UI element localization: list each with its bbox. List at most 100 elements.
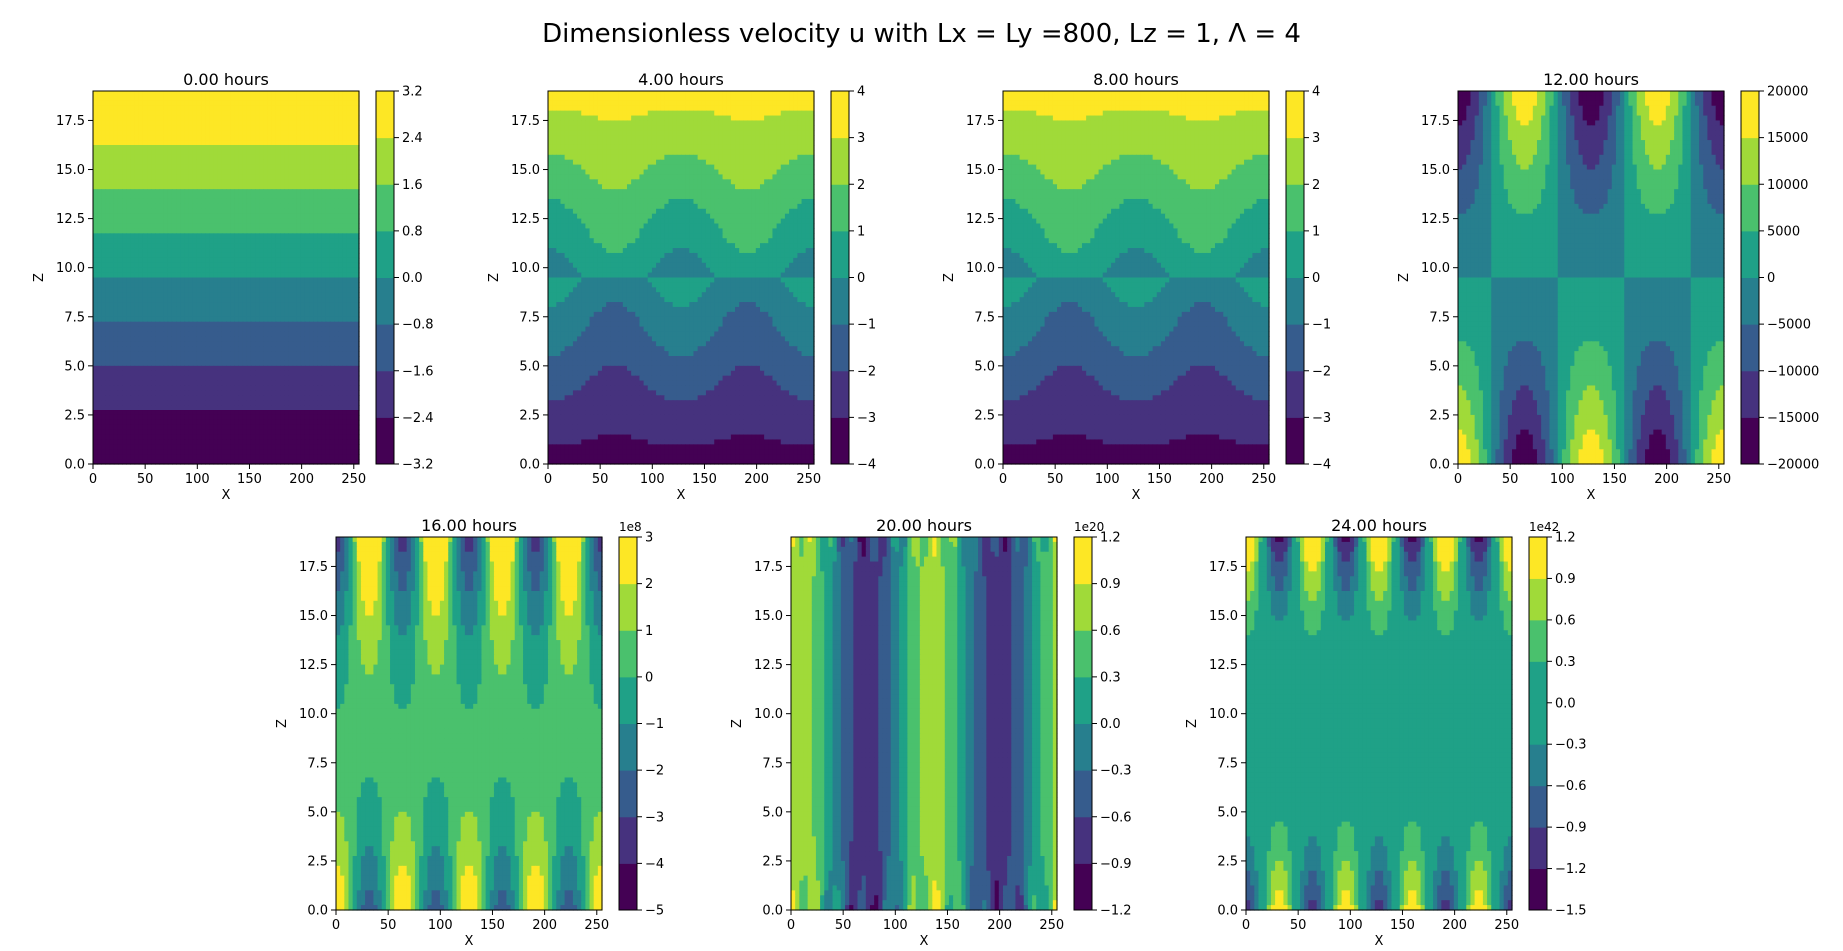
contour-cell: [168, 258, 173, 264]
contour-cell: [338, 155, 343, 161]
contour-cell: [172, 91, 177, 97]
contour-cell: [139, 263, 144, 269]
contour-cell: [214, 361, 219, 367]
contour-cell: [293, 297, 298, 303]
contour-cell: [105, 385, 110, 391]
contour-cell: [317, 331, 322, 337]
contour-cell: [326, 125, 331, 131]
contour-cell: [118, 263, 123, 269]
contour-cell: [272, 336, 277, 342]
contour-cell: [205, 400, 210, 406]
contour-cell: [326, 140, 331, 146]
contour-cell: [238, 91, 243, 97]
contour-cell: [230, 219, 235, 225]
contour-cell: [351, 263, 356, 269]
contour-cell: [160, 248, 165, 254]
contour-cell: [147, 165, 152, 171]
contour-cell: [189, 351, 194, 357]
contour-cell: [238, 317, 243, 323]
contour-cell: [226, 356, 231, 362]
contour-cell: [130, 415, 135, 421]
contour-plot-area: [93, 91, 360, 465]
contour-cell: [209, 317, 214, 323]
contour-cell: [301, 253, 306, 259]
contour-cell: [197, 228, 202, 234]
contour-cell: [184, 130, 189, 136]
contour-cell: [114, 233, 119, 239]
contour-cell: [247, 219, 252, 225]
contour-cell: [114, 351, 119, 357]
contour-cell: [101, 376, 106, 382]
contour-cell: [342, 224, 347, 230]
contour-cell: [342, 273, 347, 279]
contour-cell: [118, 371, 123, 377]
contour-cell: [135, 96, 140, 102]
contour-cell: [317, 381, 322, 387]
contour-cell: [176, 273, 181, 279]
contour-cell: [93, 101, 98, 107]
contour-cell: [164, 170, 169, 176]
contour-cell: [93, 287, 98, 293]
contour-cell: [122, 297, 127, 303]
contour-cell: [189, 194, 194, 200]
contour-cell: [334, 282, 339, 288]
contour-cell: [209, 120, 214, 126]
contour-cell: [313, 253, 318, 259]
contour-cell: [214, 312, 219, 318]
contour-cell: [268, 96, 273, 102]
contour-cell: [317, 361, 322, 367]
contour-cell: [255, 405, 260, 411]
contour-cell: [309, 116, 314, 122]
contour-cell: [180, 174, 185, 180]
contour-cell: [201, 214, 206, 220]
contour-cell: [218, 336, 223, 342]
contour-cell: [110, 243, 115, 249]
contour-cell: [317, 410, 322, 416]
contour-cell: [172, 106, 177, 112]
contour-cell: [272, 238, 277, 244]
contour-cell: [334, 278, 339, 284]
contour-cell: [338, 263, 343, 269]
contour-cell: [105, 204, 110, 210]
contour-cell: [105, 150, 110, 156]
contour-cell: [126, 395, 131, 401]
contour-cell: [230, 361, 235, 367]
contour-cell: [276, 327, 281, 333]
contour-cell: [122, 415, 127, 421]
contour-cell: [93, 120, 98, 126]
contour-cell: [205, 292, 210, 298]
contour-cell: [280, 307, 285, 313]
contour-cell: [126, 130, 131, 136]
contour-cell: [180, 243, 185, 249]
contour-cell: [139, 165, 144, 171]
contour-cell: [293, 287, 298, 293]
contour-cell: [114, 341, 119, 347]
contour-cell: [97, 101, 102, 107]
contour-cell: [135, 307, 140, 313]
contour-cell: [234, 415, 239, 421]
contour-cell: [126, 268, 131, 274]
contour-cell: [301, 160, 306, 166]
contour-cell: [222, 248, 227, 254]
contour-cell: [184, 331, 189, 337]
contour-cell: [126, 258, 131, 264]
contour-cell: [130, 253, 135, 259]
contour-cell: [322, 400, 327, 406]
contour-cell: [313, 214, 318, 220]
contour-cell: [243, 312, 248, 318]
contour-cell: [160, 356, 165, 362]
contour-cell: [164, 125, 169, 131]
contour-cell: [322, 263, 327, 269]
contour-cell: [110, 125, 115, 131]
contour-cell: [338, 278, 343, 284]
contour-cell: [288, 322, 293, 328]
contour-cell: [147, 292, 152, 298]
contour-cell: [243, 307, 248, 313]
contour-cell: [135, 189, 140, 195]
contour-cell: [317, 199, 322, 205]
contour-cell: [180, 263, 185, 269]
contour-cell: [143, 425, 148, 431]
contour-cell: [276, 390, 281, 396]
contour-cell: [338, 199, 343, 205]
contour-cell: [105, 371, 110, 377]
